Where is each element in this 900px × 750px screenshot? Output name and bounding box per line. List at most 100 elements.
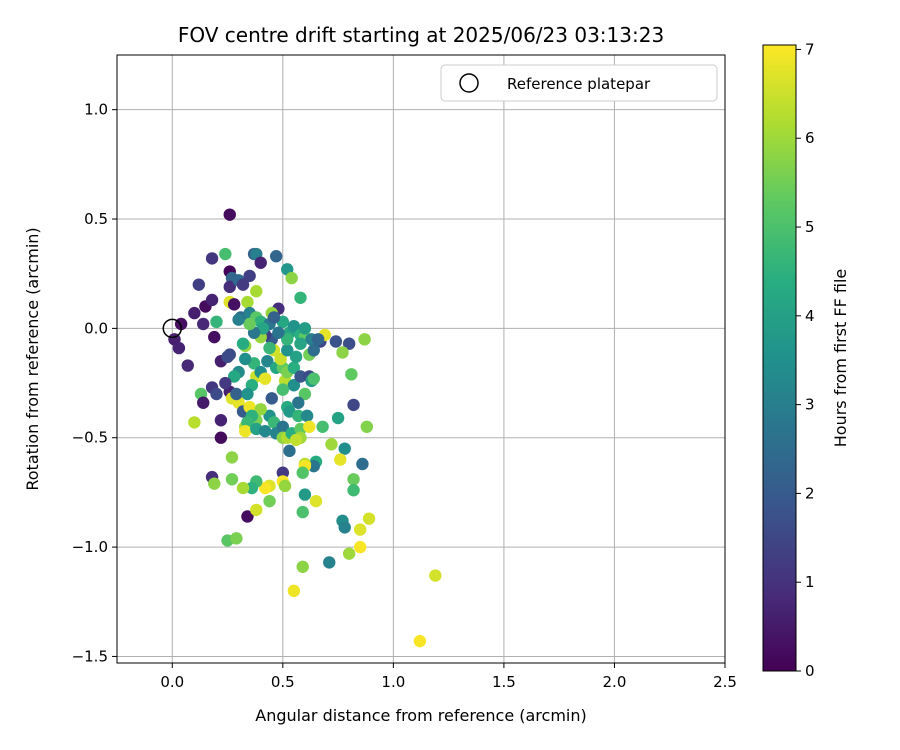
y-tick-label-1: −1.0: [72, 538, 108, 556]
y-tick-label-4: 0.5: [84, 210, 108, 228]
data-point-4: [181, 359, 194, 372]
data-point-79: [294, 370, 307, 383]
data-point-135: [225, 473, 239, 486]
colorbar-tick-label-5: 5: [805, 218, 815, 236]
data-point-180: [230, 387, 243, 401]
data-point-112: [334, 453, 347, 466]
data-point-115: [360, 420, 374, 433]
colorbar-tick-label-2: 2: [805, 484, 815, 502]
data-point-78: [287, 379, 301, 392]
data-point-160: [362, 512, 376, 525]
data-point-174: [263, 341, 276, 355]
data-point-5: [192, 278, 206, 291]
data-point-149: [298, 488, 312, 501]
legend-entry-label: Reference platepar: [507, 75, 651, 93]
data-point-95: [258, 424, 272, 438]
x-tick-label-1: 0.5: [271, 673, 295, 691]
data-point-24: [269, 250, 283, 263]
data-point-30: [250, 285, 263, 298]
data-point-121: [296, 466, 309, 479]
legend-box: Reference platepar: [440, 64, 718, 102]
data-point-111: [338, 442, 351, 455]
data-point-89: [254, 403, 267, 416]
data-point-172: [272, 326, 285, 339]
data-point-146: [230, 532, 243, 545]
data-point-113: [347, 398, 360, 412]
colorbar-tick-label-1: 1: [805, 573, 815, 591]
data-point-151: [309, 494, 323, 508]
data-point-27: [294, 291, 307, 304]
y-tick-label-2: −0.5: [72, 429, 108, 447]
data-point-166: [274, 352, 287, 366]
data-point-61: [227, 370, 241, 383]
x-tick-label-2: 1.0: [381, 673, 405, 691]
data-point-7: [188, 306, 201, 320]
data-point-138: [188, 416, 201, 429]
data-point-10: [205, 293, 219, 307]
data-point-63: [219, 376, 232, 390]
data-point-182: [289, 433, 303, 447]
data-point-173: [267, 311, 281, 324]
data-point-125: [278, 479, 292, 493]
colorbar-tick-label-4: 4: [805, 307, 815, 325]
data-point-47: [329, 335, 343, 348]
data-point-177: [243, 317, 256, 331]
data-point-157: [347, 484, 360, 497]
data-point-147: [287, 584, 301, 598]
x-tick-label-5: 2.5: [713, 673, 737, 691]
data-point-123: [276, 466, 290, 479]
data-point-140: [197, 396, 210, 409]
data-point-23: [254, 256, 267, 269]
data-point-82: [307, 372, 320, 385]
data-point-183: [311, 333, 325, 346]
data-point-106: [300, 409, 314, 423]
data-point-103: [292, 409, 305, 423]
data-point-52: [294, 337, 307, 350]
data-point-171: [281, 333, 294, 346]
data-point-142: [210, 387, 223, 401]
data-point-144: [214, 431, 228, 444]
data-point-3: [172, 341, 186, 355]
data-point-114: [345, 368, 358, 381]
data-point-84: [292, 396, 305, 409]
data-point-98: [276, 420, 290, 433]
data-point-77: [287, 361, 301, 374]
x-tick-label-3: 1.5: [492, 673, 516, 691]
data-point-163: [258, 372, 272, 385]
data-point-158: [354, 523, 367, 536]
data-point-122: [283, 444, 296, 458]
colorbar-label: Hours from first FF file: [831, 269, 850, 448]
data-point-143: [214, 414, 228, 427]
colorbar-ticks: 0 1 2 3 4 5 6 7: [796, 40, 815, 680]
data-point-8: [197, 317, 210, 331]
colorbar: [762, 44, 797, 672]
y-axis-label: Rotation from reference (arcmin): [23, 227, 42, 490]
data-point-14: [219, 247, 232, 261]
data-point-32: [227, 298, 241, 311]
data-point-87: [265, 392, 278, 405]
data-point-150: [296, 505, 309, 519]
data-point-110: [331, 411, 345, 425]
data-point-137: [208, 477, 221, 490]
data-points: [168, 208, 442, 648]
data-point-155: [342, 547, 356, 560]
data-point-168: [289, 350, 303, 364]
data-point-59: [221, 350, 234, 364]
data-point-152: [323, 556, 336, 569]
data-point-131: [241, 510, 254, 523]
data-point-154: [338, 521, 351, 534]
data-point-11: [208, 330, 221, 344]
data-point-48: [342, 337, 356, 350]
data-point-93: [239, 424, 252, 438]
colorbar-tick-label-0: 0: [805, 662, 815, 680]
data-point-161: [429, 569, 442, 582]
data-point-49: [358, 333, 371, 346]
chart-title: FOV centre drift starting at 2025/06/23 …: [178, 23, 664, 47]
data-point-0: [223, 208, 236, 221]
data-point-181: [241, 387, 254, 401]
colorbar-tick-label-6: 6: [805, 129, 815, 147]
legend-open-circle-marker: [459, 73, 479, 93]
data-point-108: [316, 420, 329, 433]
grid-lines: [117, 55, 726, 663]
